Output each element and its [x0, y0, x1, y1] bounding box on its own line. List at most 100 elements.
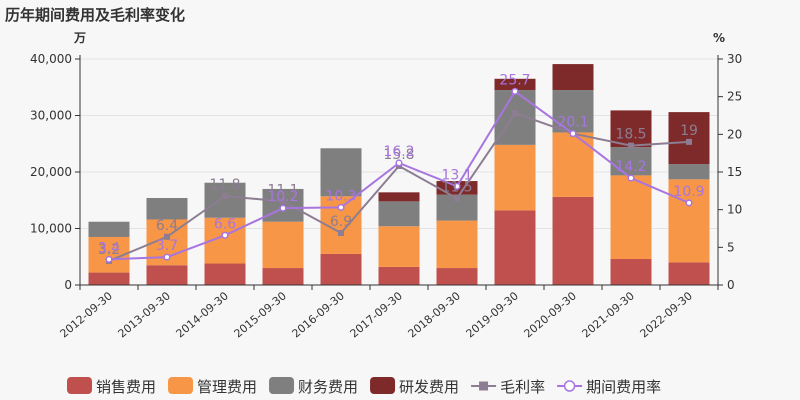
x-tick-label: 2019-09-30: [464, 289, 521, 340]
x-tick-label: 2020-09-30: [522, 289, 579, 340]
line-marker: [685, 199, 693, 207]
y-right-tick-label: 25: [727, 90, 742, 104]
y-left-tick-label: 0: [64, 278, 72, 292]
chart-title: 历年期间费用及毛利率变化: [5, 6, 185, 24]
x-tick-label: 2016-09-30: [290, 289, 347, 340]
line-marker: [512, 110, 518, 117]
bar-segment: [436, 268, 478, 285]
data-label: 19: [680, 123, 698, 139]
bar-segment: [146, 197, 188, 220]
bar-segment: [88, 221, 130, 237]
legend-label: 销售费用: [96, 378, 156, 396]
legend-item: 研发费用: [370, 377, 459, 396]
legend-swatch-marker: [479, 381, 489, 391]
bar-segment: [494, 144, 536, 211]
y-left-unit: 万: [73, 31, 86, 45]
line-marker: [569, 130, 577, 138]
bar-segment: [378, 192, 420, 202]
bar-segment: [378, 201, 420, 227]
bar-segment: [320, 148, 362, 197]
x-tick-label: 2015-09-30: [232, 289, 289, 340]
legend-swatch: [168, 377, 194, 394]
data-label: 6.9: [330, 214, 352, 230]
line-marker: [338, 230, 344, 237]
line-marker: [221, 231, 229, 239]
bar-segment: [494, 78, 536, 91]
bar-segment: [668, 164, 710, 180]
x-tick-label: 2012-09-30: [58, 289, 115, 340]
bar-segment: [552, 90, 594, 133]
data-label: 3.2: [98, 242, 120, 258]
data-label: 10.3: [325, 188, 356, 204]
y-right-tick-label: 15: [727, 165, 742, 179]
data-label: 3.7: [156, 238, 178, 254]
x-tick-label: 2014-09-30: [174, 289, 231, 340]
data-label: 20.1: [557, 115, 588, 131]
legend-label: 研发费用: [399, 378, 459, 396]
bar-segment: [262, 221, 304, 269]
bar-segment: [610, 175, 652, 260]
legend: 销售费用 管理费用 财务费用 研发费用 毛利率 期间费用率: [67, 377, 661, 396]
data-label: 10.9: [673, 184, 704, 200]
bar-segment: [378, 226, 420, 267]
bar-segment: [204, 182, 246, 218]
x-tick-label: 2017-09-30: [348, 289, 405, 340]
bar-segment: [320, 253, 362, 285]
bar-segment: [552, 64, 594, 91]
y-right-tick-label: 10: [727, 203, 742, 217]
data-label: 13.1: [441, 167, 472, 183]
bar-segment: [668, 112, 710, 165]
bar-segment: [610, 147, 652, 176]
y-right-tick-label: 5: [727, 240, 735, 254]
line-marker: [164, 233, 170, 240]
y-left-tick-label: 20,000: [30, 165, 72, 179]
data-label: 14.2: [615, 159, 646, 175]
legend-swatch-marker: [563, 380, 576, 392]
bar-segment: [204, 263, 246, 285]
bar-segment: [262, 268, 304, 285]
bar-segment: [610, 259, 652, 285]
line-marker: [280, 198, 286, 205]
y-right-tick-label: 30: [727, 52, 742, 66]
x-tick-label: 2022-09-30: [638, 289, 695, 340]
line-marker: [279, 204, 287, 212]
data-label: 25.7: [499, 72, 530, 88]
line-marker: [453, 182, 461, 190]
bar-segment: [494, 210, 536, 285]
data-label: 6.4: [156, 218, 178, 234]
legend-label: 管理费用: [197, 378, 257, 396]
y-right-tick-label: 20: [727, 127, 742, 141]
legend-item: 期间费用率: [557, 378, 661, 396]
line-marker: [627, 174, 635, 182]
bar-segment: [610, 110, 652, 148]
y-right-unit: %: [713, 31, 725, 45]
bar-segment: [668, 262, 710, 285]
bar-segment: [436, 220, 478, 269]
y-left-tick-label: 10,000: [30, 222, 72, 236]
bar-segment: [146, 265, 188, 285]
line-marker: [222, 193, 228, 200]
legend-swatch: [67, 377, 92, 394]
x-tick-label: 2021-09-30: [580, 289, 637, 340]
x-tick-label: 2013-09-30: [116, 289, 173, 340]
legend-item: 毛利率: [471, 378, 545, 396]
data-label: 6.6: [214, 216, 236, 232]
bar-segment: [668, 179, 710, 263]
bar-segment: [552, 196, 594, 285]
x-tick-label: 2018-09-30: [406, 289, 463, 340]
data-label: 11.1: [267, 182, 298, 198]
line-marker: [454, 195, 460, 202]
data-label: 15.8: [383, 147, 414, 163]
legend-swatch: [269, 377, 295, 394]
data-label: 11.5: [441, 179, 472, 195]
data-label: 16.2: [383, 144, 414, 160]
line-marker: [686, 138, 692, 145]
bar-segment: [552, 132, 594, 197]
data-label: 10.2: [267, 189, 298, 205]
legend-item: 财务费用: [269, 377, 358, 396]
legend-label: 期间费用率: [586, 378, 661, 396]
line-marker: [163, 253, 171, 261]
y-left-tick-label: 30,000: [30, 109, 72, 123]
legend-label: 毛利率: [500, 378, 545, 396]
